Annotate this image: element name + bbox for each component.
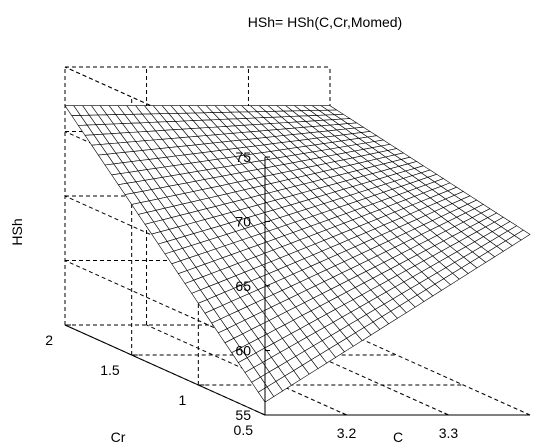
z-tick-label: 75 bbox=[235, 149, 251, 165]
z-tick-label: 60 bbox=[235, 343, 251, 359]
chart-title: HSh= HSh(C,Cr,Momed) bbox=[248, 14, 402, 30]
z-tick-label: 70 bbox=[235, 214, 251, 230]
x-axis-label: C bbox=[393, 429, 403, 445]
x-tick-label: 3.3 bbox=[439, 425, 459, 441]
z-tick-label: 55 bbox=[235, 407, 251, 423]
y-axis-label: Cr bbox=[111, 429, 126, 445]
y-tick-label: 1 bbox=[179, 392, 187, 408]
y-tick-label: 1.5 bbox=[100, 362, 120, 378]
z-axis-label: HSh bbox=[9, 218, 25, 245]
z-tick-label: 65 bbox=[235, 278, 251, 294]
y-tick-label: 0.5 bbox=[234, 422, 254, 438]
y-tick-label: 2 bbox=[45, 332, 53, 348]
x-tick-label: 3.2 bbox=[337, 425, 357, 441]
